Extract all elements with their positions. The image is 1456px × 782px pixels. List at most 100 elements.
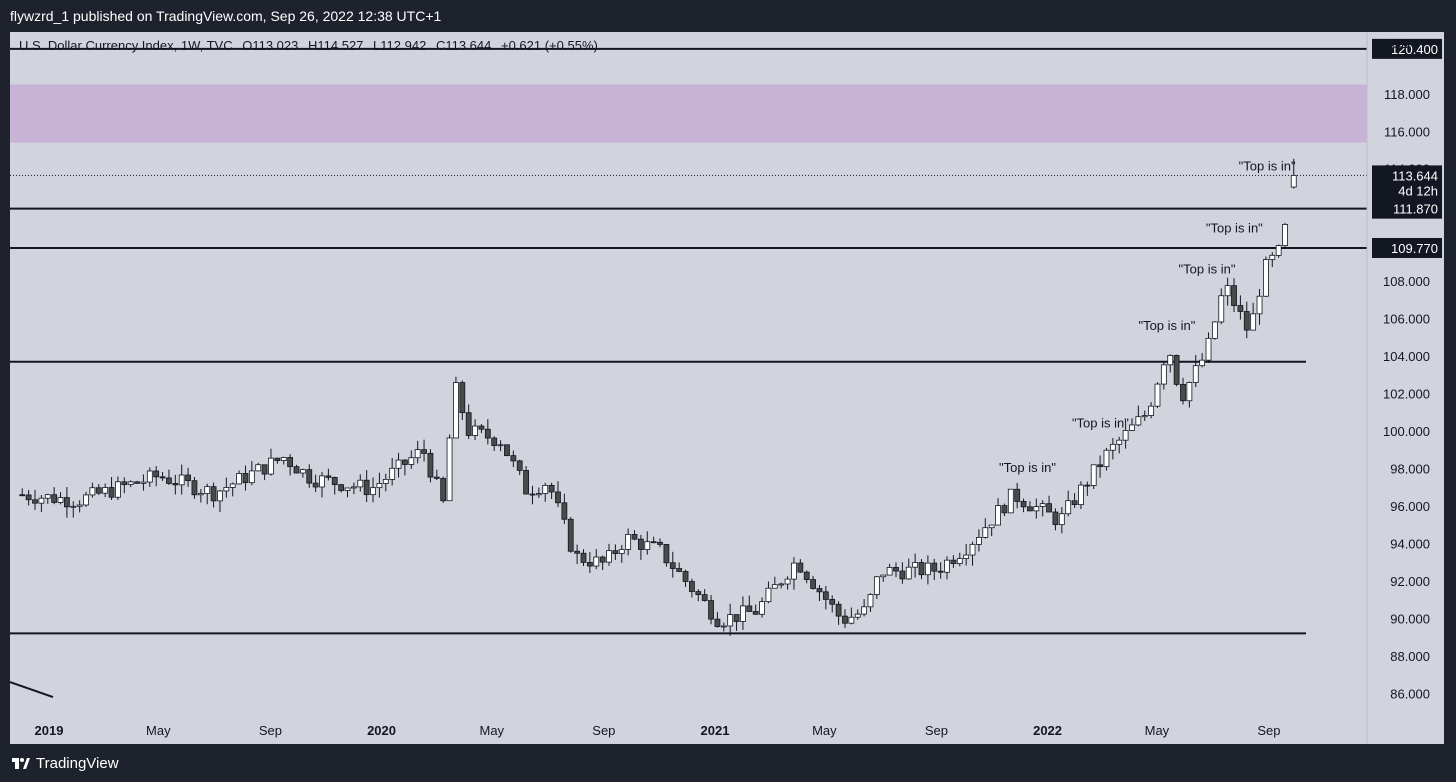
candle-body: [433, 476, 440, 479]
x-tick-label: May: [812, 723, 837, 738]
candle-body: [331, 477, 338, 486]
candle-body: [931, 562, 938, 572]
candle-body: [606, 550, 612, 563]
candle-body: [344, 487, 351, 491]
candle-body: [25, 494, 32, 501]
candle-body: [185, 474, 191, 482]
candle-body: [427, 452, 434, 478]
y-tick-label: 102.000: [1383, 387, 1430, 402]
candle-body: [625, 534, 632, 550]
candle-body: [370, 487, 376, 496]
candle-body: [1205, 337, 1212, 361]
ohlc-open: O113.023: [242, 38, 298, 53]
candle-body: [784, 578, 791, 585]
candle-body: [733, 614, 740, 622]
x-tick-label: May: [480, 723, 505, 738]
candle-body: [140, 481, 147, 484]
candle-body: [746, 605, 753, 612]
candle-body: [453, 382, 459, 439]
candle-body: [1218, 295, 1225, 323]
candle-body: [178, 474, 185, 486]
candle-body: [472, 425, 478, 436]
ohlc-change: +0.621 (+0.55%): [501, 38, 598, 53]
candle-body: [771, 584, 778, 589]
candle-body: [363, 479, 370, 496]
candle-body: [854, 613, 861, 618]
candle-body: [873, 576, 880, 595]
candle-body: [822, 591, 829, 600]
candle-body: [740, 605, 746, 622]
chart-title: U.S. Dollar Currency Index, 1W, TVC: [19, 38, 233, 53]
candle-body: [1065, 500, 1072, 515]
candle-body: [204, 486, 211, 494]
x-tick-label: Sep: [925, 723, 948, 738]
candle-body: [924, 562, 931, 576]
x-tick-label: May: [1145, 723, 1170, 738]
candle-body: [1186, 382, 1193, 402]
candle-body: [338, 484, 345, 491]
candle-body: [976, 537, 982, 545]
price-chart[interactable]: "Top is in" "Top is in" "Top is in" "Top is…: [10, 32, 1444, 744]
candle-body: [19, 494, 26, 497]
candle-body: [676, 568, 683, 572]
countdown-label: 4d 12h: [1398, 183, 1438, 198]
candle-body: [618, 549, 625, 554]
candle-body: [567, 518, 574, 552]
candle-body: [1103, 449, 1110, 468]
price-tag-bg: [1372, 237, 1442, 258]
y-tick-label: 104.000: [1383, 349, 1430, 364]
candle-body: [1078, 484, 1084, 506]
candle-body: [689, 581, 695, 592]
candle-body: [478, 425, 485, 430]
candle-body: [223, 487, 230, 492]
horizontal-lines: [10, 47, 1367, 635]
candle-body: [791, 562, 797, 580]
candle-body: [1160, 364, 1167, 385]
x-axis: 2019 May Sep 2020 May Sep 2021 May Sep 2022 May Sep: [35, 723, 1281, 738]
candle-body: [950, 559, 957, 564]
candle-body: [293, 466, 300, 474]
price-tag: 111.870: [1393, 202, 1438, 217]
candle-body: [586, 562, 593, 567]
candle-body: [319, 475, 325, 488]
annotation-label: "Top is in": [1138, 318, 1195, 333]
candle-body: [382, 478, 389, 484]
candle-body: [542, 484, 549, 494]
candle-body: [325, 475, 332, 478]
candle-body: [848, 616, 855, 624]
candle-body: [1199, 359, 1206, 367]
candle-body: [166, 477, 172, 484]
candle-body: [1275, 245, 1282, 256]
candle-body: [727, 614, 734, 627]
y-tick-label: 100.000: [1383, 424, 1430, 439]
y-tick-label: 94.000: [1390, 536, 1430, 551]
current-price-tag: 113.644: [1392, 168, 1438, 183]
candle-body: [1109, 443, 1116, 451]
y-tick-label: 88.000: [1390, 649, 1430, 664]
candle-body: [229, 483, 236, 488]
candle-body: [268, 457, 274, 475]
candle-body: [1263, 259, 1269, 297]
candle-body: [701, 594, 708, 601]
candle-body: [44, 494, 51, 499]
candle-body: [752, 611, 759, 615]
published-info: flywzrd_1 published on TradingView.com, …: [10, 8, 442, 24]
candle-body: [1243, 311, 1250, 331]
candle-body: [759, 601, 765, 615]
candle-body: [810, 579, 816, 589]
candle-body: [459, 382, 466, 414]
candle-body: [242, 473, 249, 484]
candle-body: [395, 459, 402, 469]
candle-body: [982, 527, 989, 538]
candle-body: [1129, 424, 1135, 431]
candle-body: [880, 574, 887, 578]
candle-body: [797, 562, 804, 573]
candle-body: [669, 562, 676, 569]
candle-body: [778, 583, 785, 586]
candle-body: [912, 562, 919, 568]
candle-body: [280, 457, 287, 461]
candle-body: [287, 457, 294, 468]
candle-body: [612, 550, 619, 554]
candle-body: [504, 444, 510, 457]
candle-body: [899, 570, 906, 580]
